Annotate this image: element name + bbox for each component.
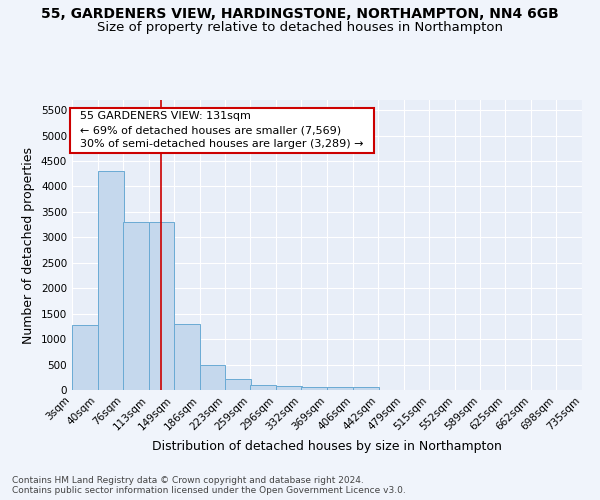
Bar bbox=[149, 222, 175, 390]
Y-axis label: Number of detached properties: Number of detached properties bbox=[22, 146, 35, 344]
Bar bbox=[123, 222, 149, 390]
Text: Size of property relative to detached houses in Northampton: Size of property relative to detached ho… bbox=[97, 21, 503, 34]
Bar bbox=[353, 387, 379, 390]
Bar bbox=[301, 387, 327, 390]
Bar bbox=[250, 385, 276, 390]
Bar bbox=[225, 379, 251, 390]
Bar bbox=[199, 365, 225, 390]
Bar bbox=[327, 387, 353, 390]
Text: Contains HM Land Registry data © Crown copyright and database right 2024.
Contai: Contains HM Land Registry data © Crown c… bbox=[12, 476, 406, 495]
Text: 55 GARDENERS VIEW: 131sqm
  ← 69% of detached houses are smaller (7,569)
  30% o: 55 GARDENERS VIEW: 131sqm ← 69% of detac… bbox=[73, 111, 371, 149]
X-axis label: Distribution of detached houses by size in Northampton: Distribution of detached houses by size … bbox=[152, 440, 502, 453]
Bar bbox=[174, 324, 199, 390]
Bar bbox=[72, 326, 98, 390]
Bar bbox=[276, 386, 302, 390]
Text: 55, GARDENERS VIEW, HARDINGSTONE, NORTHAMPTON, NN4 6GB: 55, GARDENERS VIEW, HARDINGSTONE, NORTHA… bbox=[41, 8, 559, 22]
Bar bbox=[98, 171, 124, 390]
